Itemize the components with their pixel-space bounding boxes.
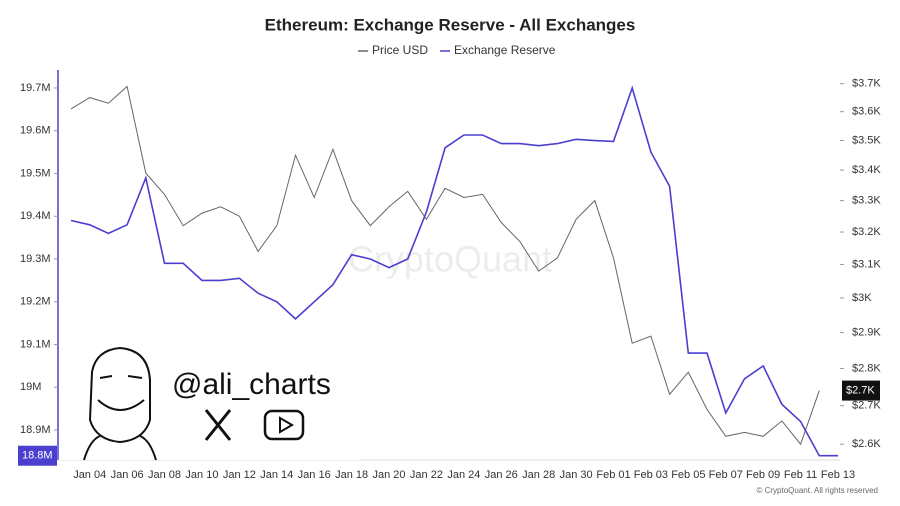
- x-tick-label: Feb 11: [784, 469, 817, 481]
- x-tick-label: Feb 07: [709, 469, 743, 481]
- x-tick-label: Jan 14: [260, 469, 293, 481]
- x-tick-label: Jan 30: [560, 469, 593, 481]
- x-tick-label: Jan 10: [185, 469, 218, 481]
- x-tick-label: Jan 12: [223, 469, 256, 481]
- series-line: [70, 85, 820, 446]
- legend-label: Price USD: [372, 43, 428, 57]
- x-tick-label: Jan 20: [373, 469, 406, 481]
- x-tick-label: Jan 06: [111, 469, 144, 481]
- x-tick-label: Jan 22: [410, 469, 443, 481]
- x-tick-label: Feb 01: [596, 469, 630, 481]
- y2-tick-label: $3.1K: [852, 258, 881, 270]
- y2-tick-label: $2.9K: [852, 327, 881, 339]
- x-tick-label: Jan 18: [335, 469, 368, 481]
- x-tick-label: Jan 24: [447, 469, 480, 481]
- watermark: CryptoQuant: [348, 239, 552, 280]
- y2-tick-label: $3.6K: [852, 106, 881, 118]
- y2-tick-label: $2.7K: [852, 400, 881, 412]
- y-tick-label: 19.3M: [20, 253, 51, 265]
- y-tick-label: 19.1M: [20, 338, 51, 350]
- y-tick-label: 18.9M: [20, 424, 51, 436]
- y-tick-label: 19.2M: [20, 296, 51, 308]
- copyright: © CryptoQuant. All rights reserved: [757, 486, 879, 495]
- badge-bg: [60, 330, 360, 460]
- youtube-logo: [263, 409, 305, 441]
- last-value-label: 18.8M: [22, 450, 53, 462]
- y-tick-label: 19.7M: [20, 82, 51, 94]
- y2-tick-label: $3.2K: [852, 226, 881, 238]
- chart-title: Ethereum: Exchange Reserve - All Exchang…: [265, 15, 636, 34]
- series-line: [70, 85, 838, 457]
- last-value-box: [842, 380, 880, 401]
- meme-face: [83, 346, 157, 461]
- y2-tick-label: $3.7K: [852, 78, 881, 90]
- x-tick-label: Feb 09: [746, 469, 780, 481]
- handle: @ali_charts: [172, 368, 331, 401]
- x-tick-label: Feb 05: [671, 469, 705, 481]
- y-tick-label: 19.5M: [20, 167, 51, 179]
- author-badge: @ali_charts: [60, 330, 360, 461]
- youtube-play: [279, 416, 294, 434]
- y2-tick-label: $3.5K: [852, 134, 881, 146]
- last-value-label: $2.7K: [846, 384, 875, 396]
- y2-tick-label: $2.8K: [852, 362, 881, 374]
- legend-label: Exchange Reserve: [454, 43, 556, 57]
- x-tick-label: Jan 26: [485, 469, 518, 481]
- x-logo: [204, 409, 232, 441]
- x-tick-label: Jan 08: [148, 469, 181, 481]
- y2-tick-label: $3K: [852, 292, 872, 304]
- y2-tick-label: $3.4K: [852, 164, 881, 176]
- x-tick-label: Feb 13: [821, 469, 855, 481]
- y2-tick-label: $2.6K: [852, 438, 881, 450]
- y2-tick-label: $3.3K: [852, 195, 881, 207]
- y-tick-label: 19M: [20, 381, 41, 393]
- x-tick-label: Jan 28: [522, 469, 555, 481]
- last-value-box: [18, 445, 57, 466]
- x-tick-label: Jan 04: [73, 469, 106, 481]
- x-tick-label: Jan 16: [298, 469, 331, 481]
- x-tick-label: Feb 03: [634, 469, 668, 481]
- y-tick-label: 19.6M: [20, 125, 51, 137]
- y-tick-label: 19.4M: [20, 210, 51, 222]
